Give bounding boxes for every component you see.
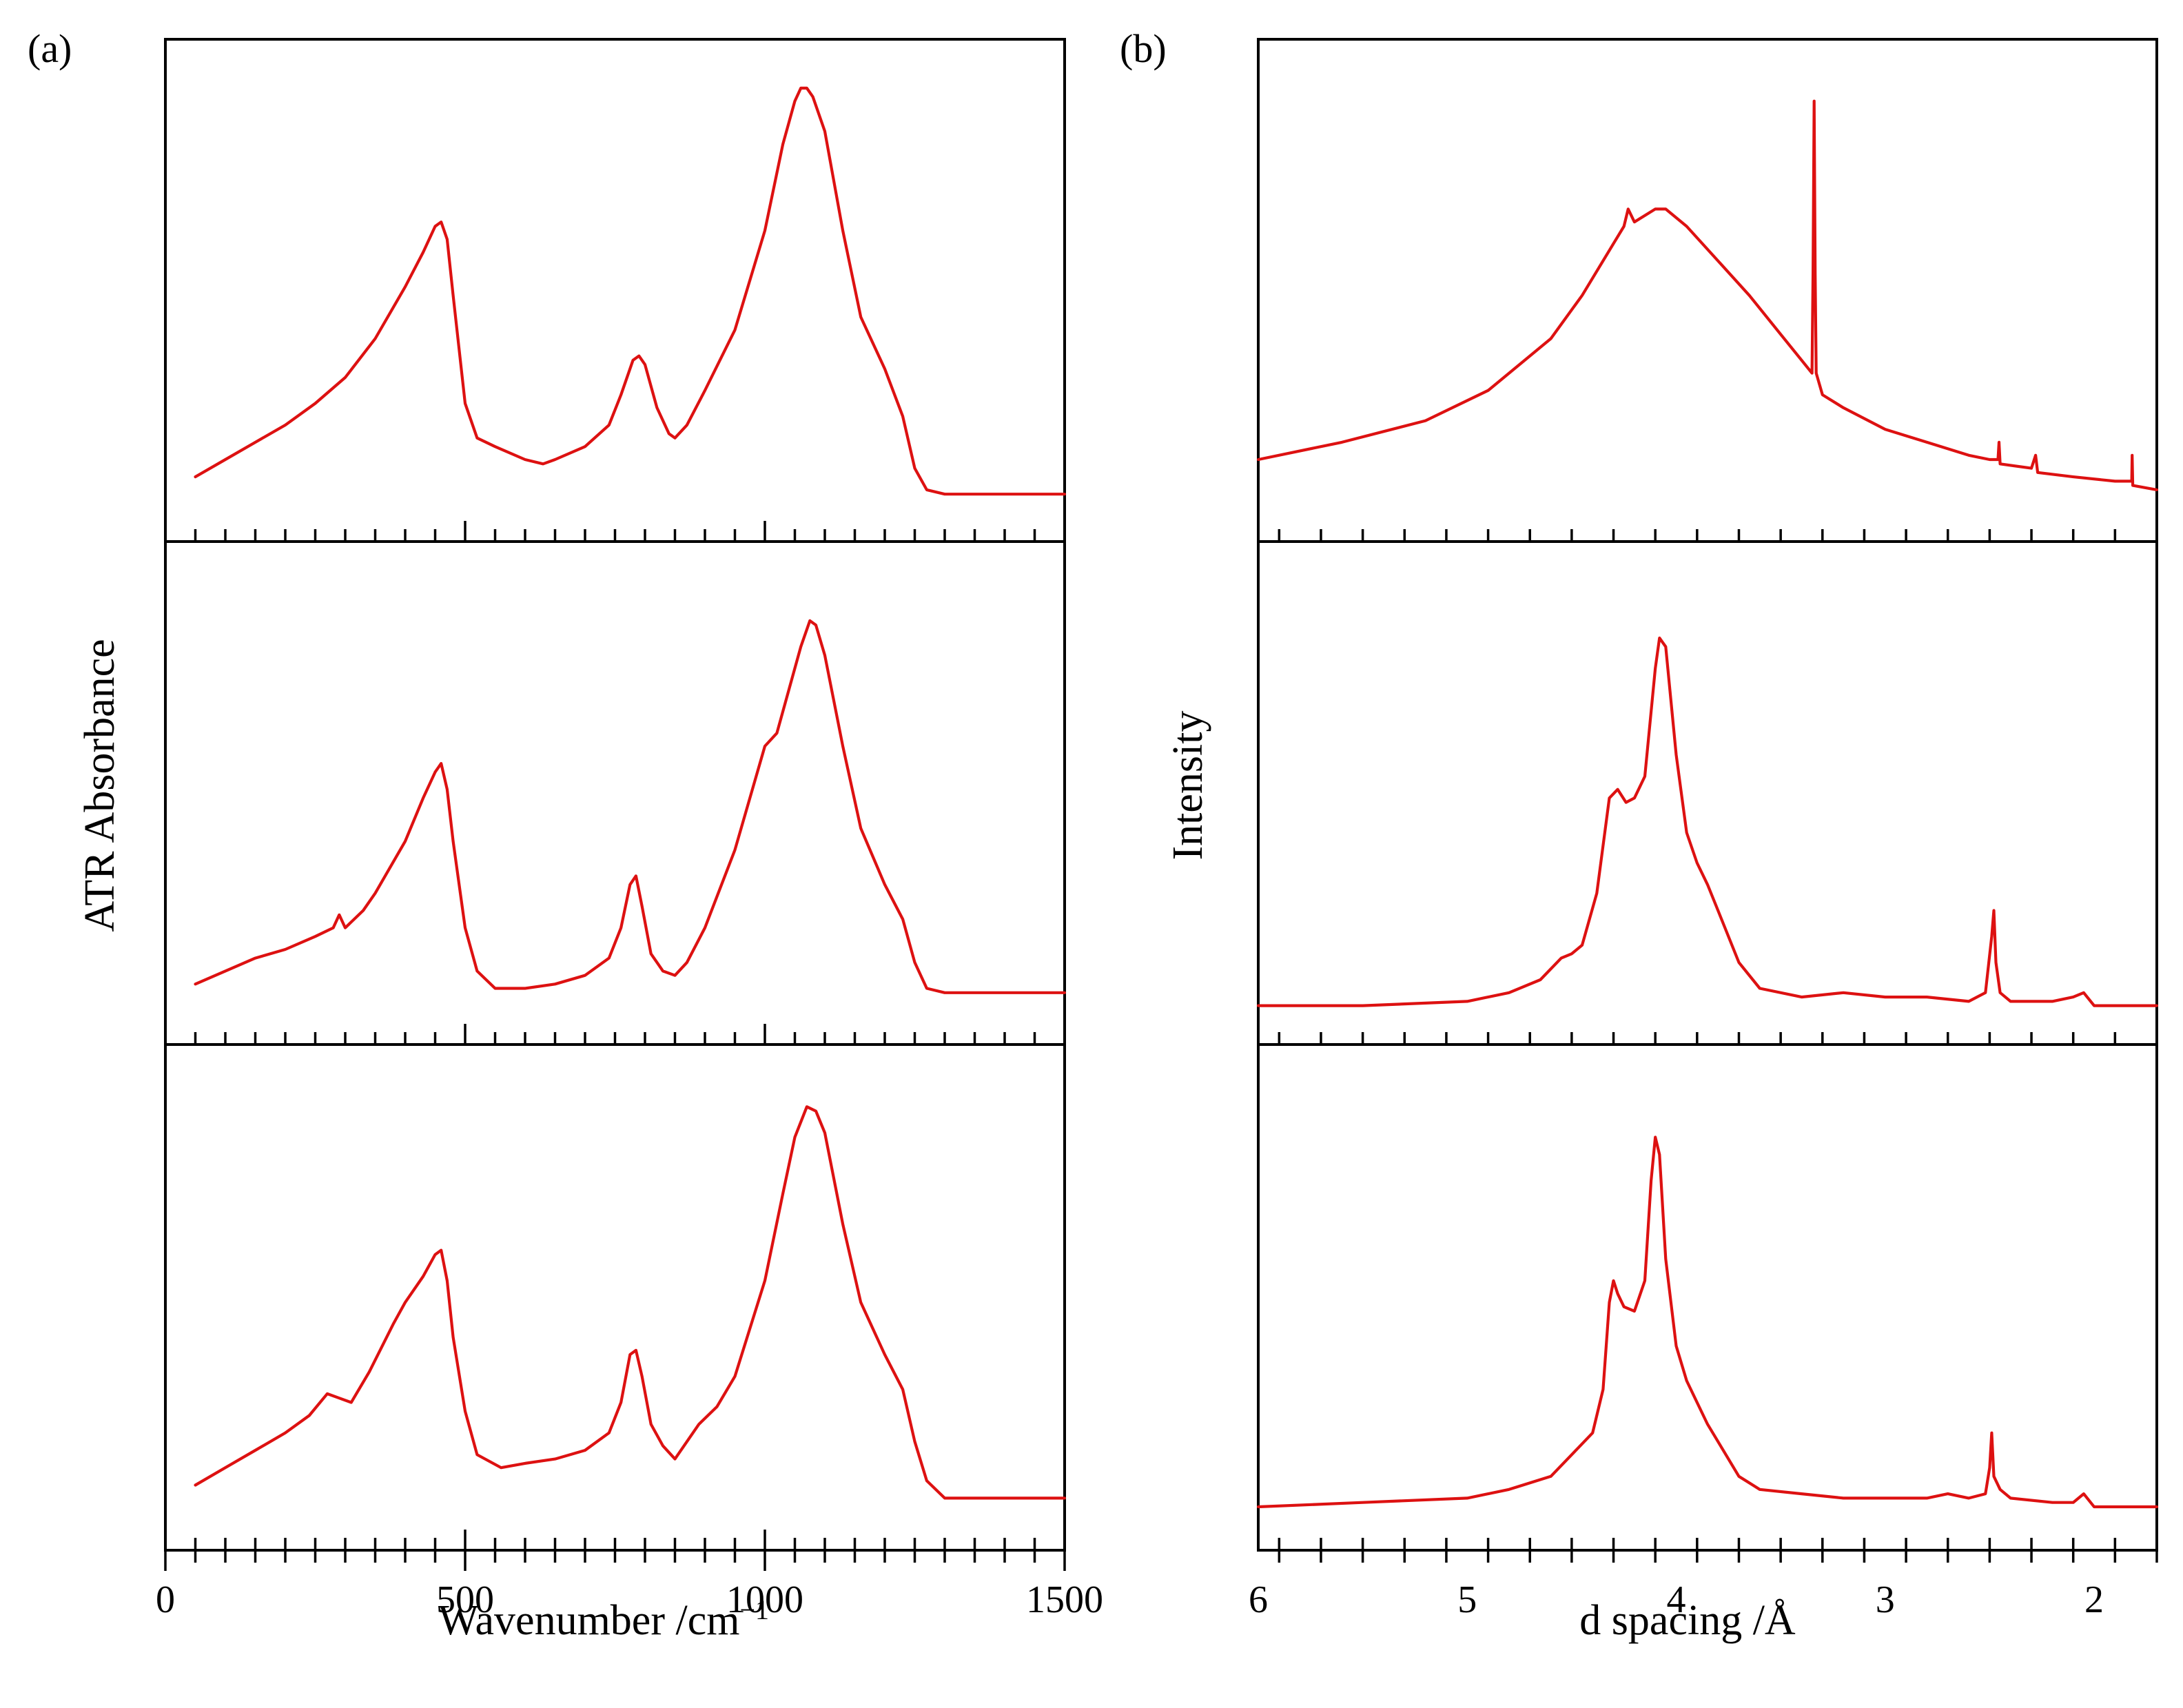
panel-b-label: (b) <box>1120 26 1167 71</box>
x-tick-label: 1000 <box>726 1578 803 1621</box>
x-tick-label: 0 <box>156 1578 175 1621</box>
panel-b-subplot-middle <box>1256 540 2159 1046</box>
panel-b: (b) Intensity d spacing /Å 6 5 4 3 2 <box>1120 26 2159 1644</box>
panel-a-xlabel-superscript: −1 <box>739 1594 769 1625</box>
panel-a-subplot-middle <box>164 540 1067 1046</box>
series-line-b-bottom <box>1256 1135 2159 1509</box>
x-tick-label: 4 <box>1667 1578 1686 1621</box>
x-tick-label: 500 <box>436 1578 494 1621</box>
series-line-a-middle <box>194 619 1067 994</box>
panel-a-label: (a) <box>28 26 72 71</box>
panel-b-subplot-top <box>1256 38 2159 543</box>
panel-a-xlabel-main: Wavenumber /cm <box>438 1597 739 1644</box>
x-tick-label: 1500 <box>1026 1578 1103 1621</box>
subplot-frame <box>1257 1043 2158 1552</box>
series-line-a-bottom <box>194 1105 1067 1500</box>
x-tick-label: 5 <box>1457 1578 1477 1621</box>
x-tick-label: 3 <box>1876 1578 1895 1621</box>
panel-b-xlabel: d spacing /Å <box>1579 1597 1796 1644</box>
series-line-b-top <box>1256 99 2159 491</box>
panel-a-subplot-top <box>164 38 1067 543</box>
subplot-frame <box>1257 540 2158 1046</box>
panel-a-subplot-bottom <box>164 1043 1067 1552</box>
panel-a-xlabel: Wavenumber /cm−1 <box>438 1594 769 1645</box>
panel-b-x-axis: 6 5 4 3 2 <box>1249 1550 2158 1621</box>
x-tick-label: 6 <box>1249 1578 1268 1621</box>
series-line-a-top <box>194 86 1067 496</box>
series-line-b-middle <box>1256 636 2159 1007</box>
panel-a-x-axis: 0 500 1000 1500 <box>156 1550 1103 1621</box>
x-tick-label: 2 <box>2084 1578 2104 1621</box>
subplot-frame <box>164 1043 1066 1552</box>
panel-b-subplot-bottom <box>1256 1043 2159 1552</box>
panel-a: (a) ATR Absorbance Wavenumber /cm−1 0 500… <box>28 26 1103 1644</box>
subplot-frame <box>164 38 1066 543</box>
subplot-frame <box>164 540 1066 1046</box>
panel-b-ylabel: Intensity <box>1165 711 1211 861</box>
panel-a-ylabel: ATR Absorbance <box>76 639 123 932</box>
